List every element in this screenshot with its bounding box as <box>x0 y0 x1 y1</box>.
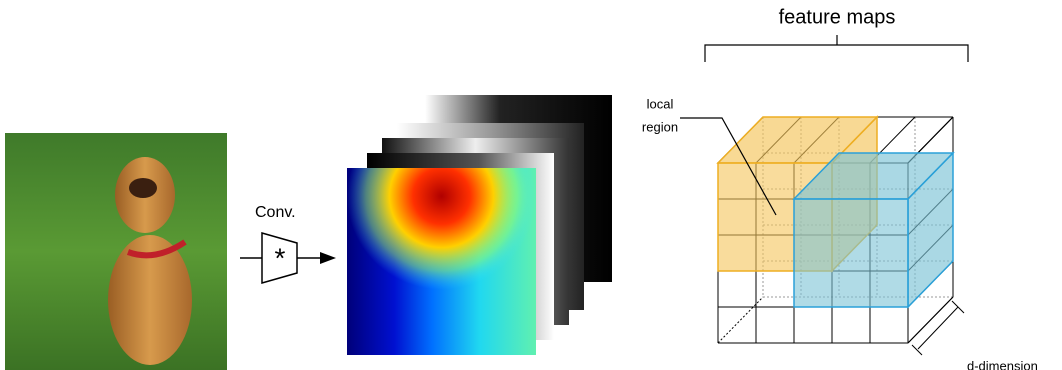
heatmap-hotspot <box>347 168 536 355</box>
conv-operator: * <box>275 242 286 273</box>
diagram: Conv. * feature maps local region d-dime… <box>0 0 1062 370</box>
photo <box>5 133 227 370</box>
depth-indicator <box>912 301 964 355</box>
conv-label: Conv. <box>255 204 296 221</box>
blue-region-cube <box>794 199 908 307</box>
dimension-label: d-dimension <box>967 358 1038 370</box>
local-region-label: region <box>642 119 678 134</box>
feature-stack <box>347 95 612 355</box>
local-region-label: local <box>647 96 674 111</box>
dog-mouth <box>129 178 157 198</box>
title: feature maps <box>779 6 896 28</box>
feature-grid <box>718 117 953 343</box>
bracket <box>705 35 968 62</box>
arrow-head <box>320 252 336 264</box>
